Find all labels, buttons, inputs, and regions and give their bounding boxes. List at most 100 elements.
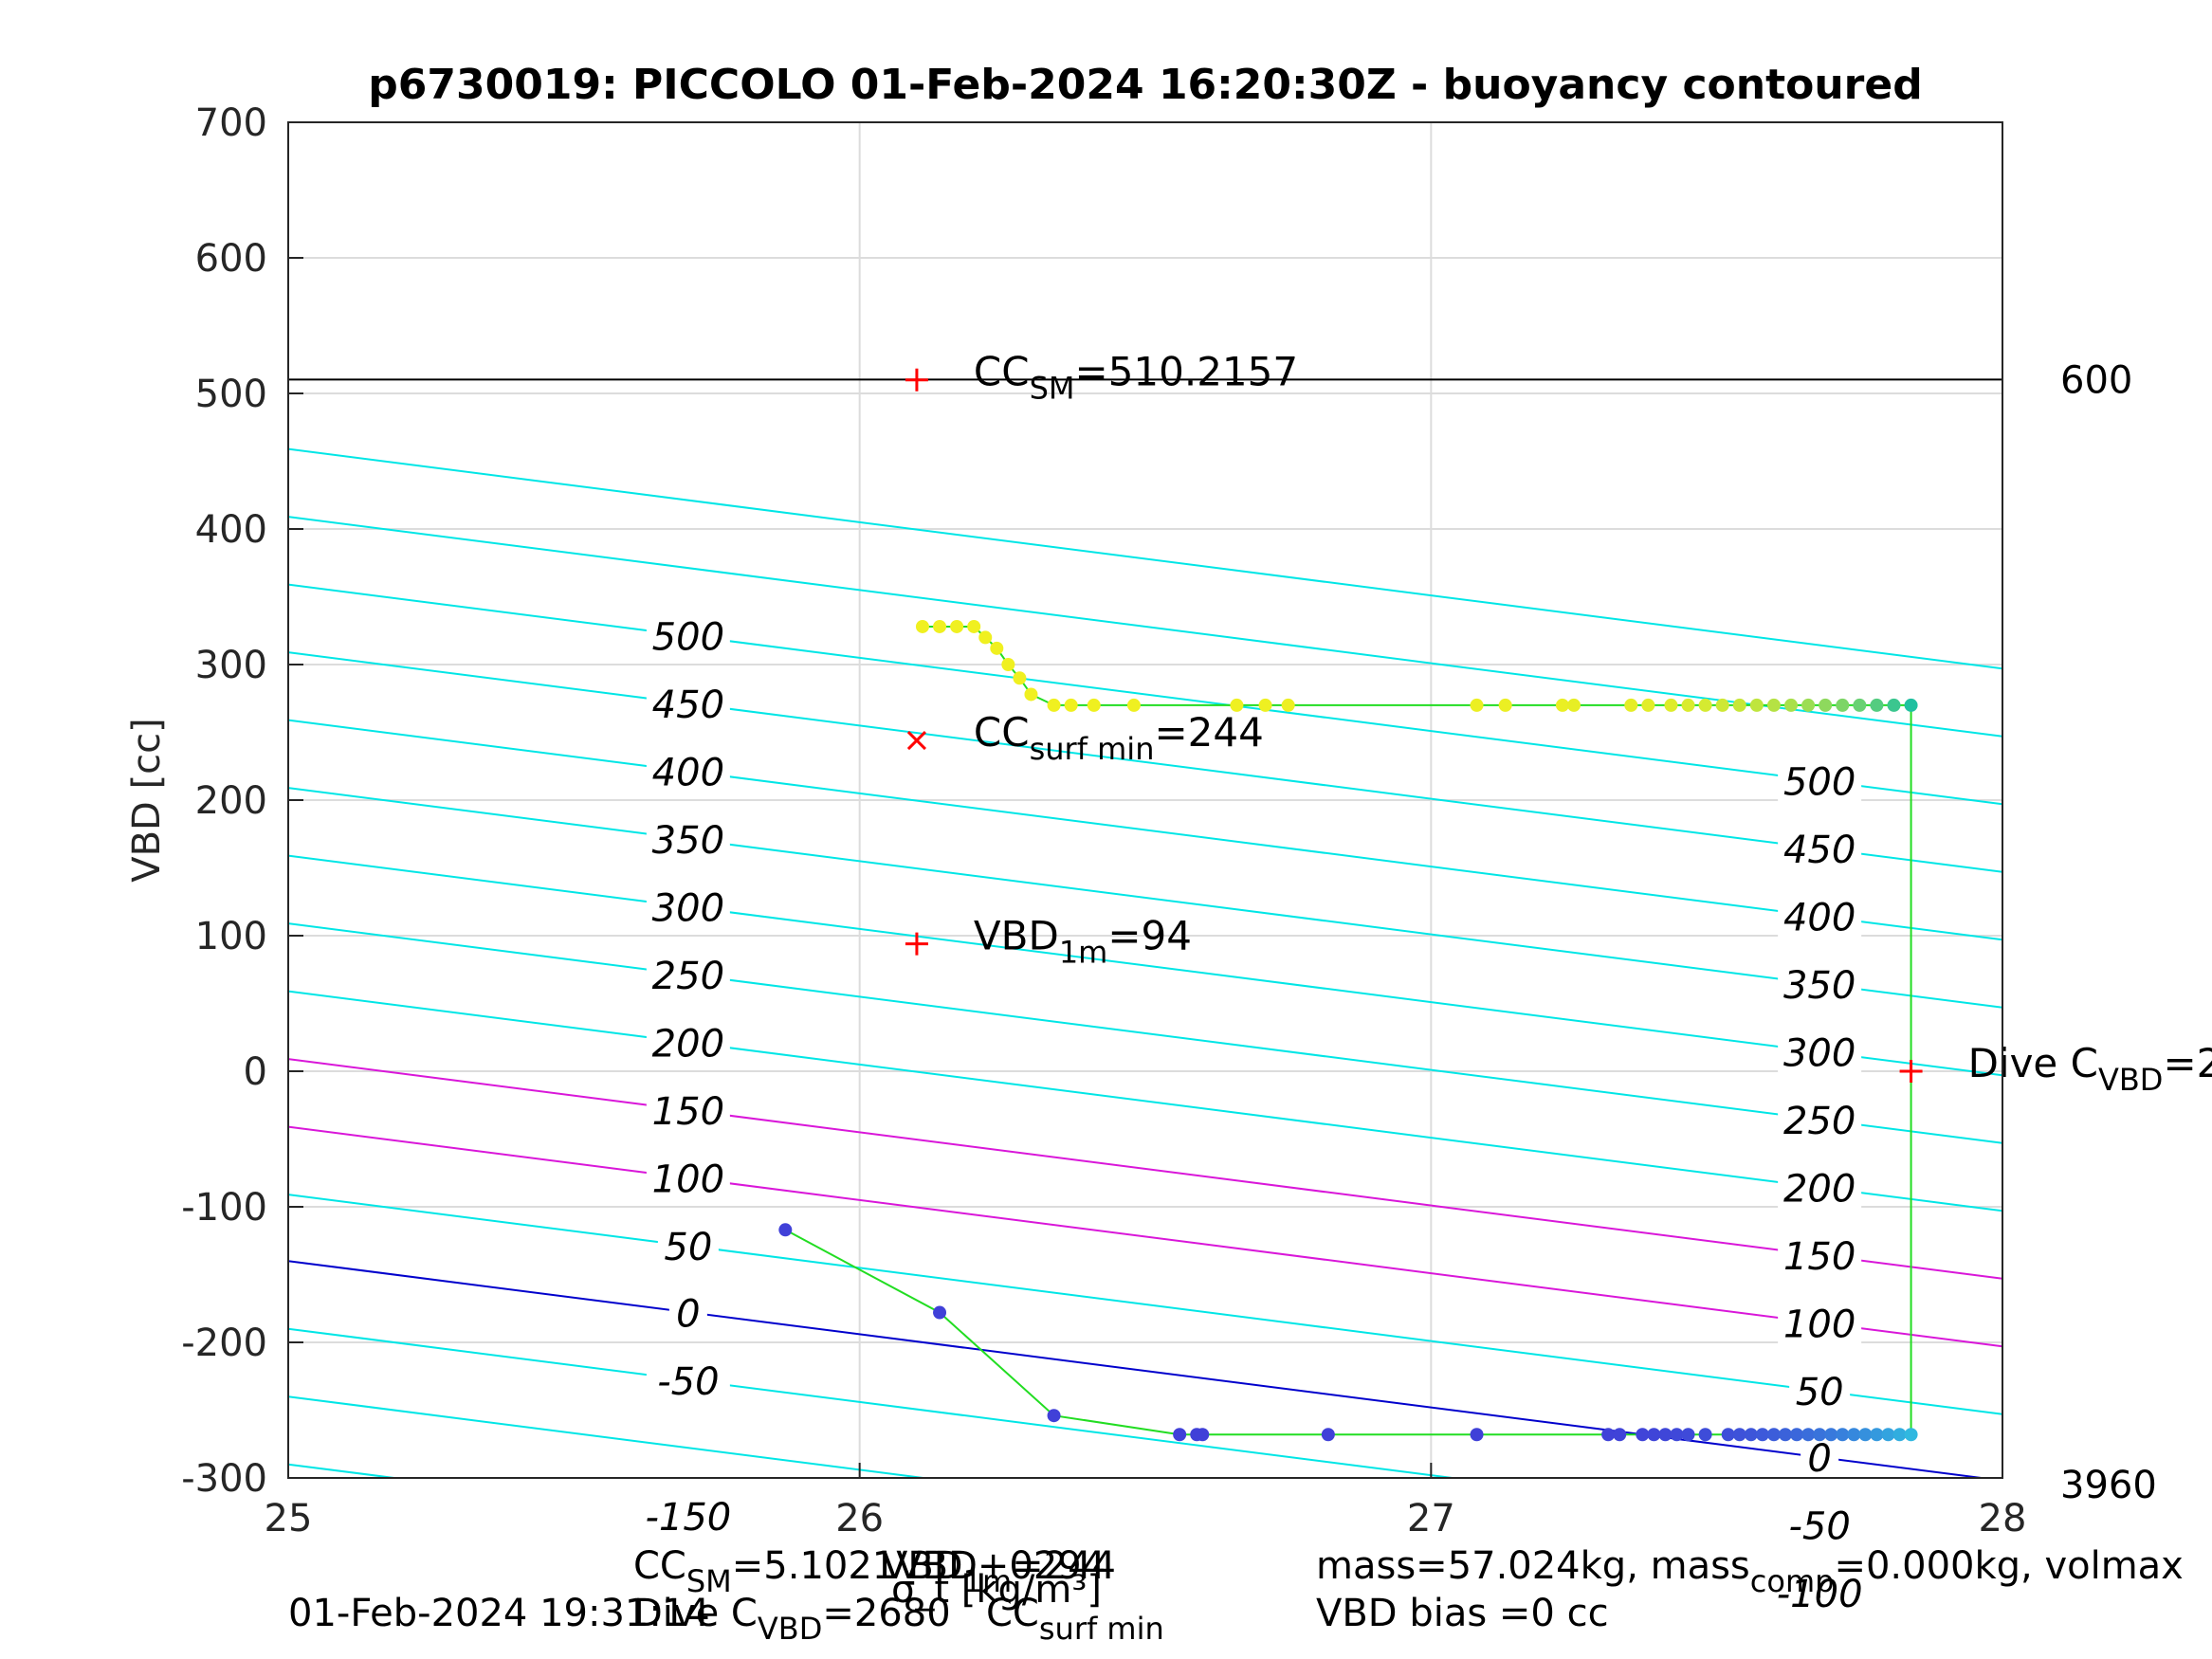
contour-line bbox=[288, 1395, 931, 1478]
data-point-climb bbox=[1836, 698, 1850, 712]
contour-label: 250 bbox=[652, 955, 724, 998]
contour-line bbox=[288, 516, 2002, 738]
footer-cc-sm: CCSM=5.1021VBD+0294 bbox=[633, 1544, 1106, 1599]
contour-label-bg bbox=[646, 1019, 730, 1064]
data-point-climb bbox=[1230, 698, 1244, 712]
contour-label-bg bbox=[646, 748, 730, 793]
data-point-climb bbox=[1470, 698, 1484, 712]
contour-label: -100 bbox=[1777, 1573, 1863, 1616]
marker-x bbox=[906, 731, 926, 751]
contour-label: 200 bbox=[652, 1023, 724, 1066]
data-point-dive bbox=[778, 1223, 793, 1237]
data-point-dive bbox=[1801, 1428, 1816, 1442]
contour-label: 500 bbox=[652, 616, 724, 660]
data-point-dive bbox=[1904, 1428, 1918, 1442]
data-point-dive bbox=[1601, 1428, 1616, 1442]
data-point-climb bbox=[1715, 698, 1729, 712]
x-tick-label: 25 bbox=[265, 1497, 313, 1540]
data-point-climb bbox=[1887, 698, 1901, 712]
data-point-climb bbox=[1624, 698, 1638, 712]
contour-label: 150 bbox=[1783, 1235, 1856, 1279]
contour-label: 450 bbox=[652, 684, 724, 727]
contour-label-bg bbox=[1778, 1502, 1862, 1546]
data-point-climb bbox=[1001, 658, 1015, 671]
y-tick-label: 500 bbox=[195, 373, 267, 416]
contour-label-bg bbox=[1766, 1570, 1874, 1614]
data-point-climb bbox=[1064, 698, 1078, 712]
data-point-dive bbox=[1173, 1428, 1187, 1442]
data-point-dive bbox=[1755, 1428, 1769, 1442]
data-point-dive bbox=[1047, 1409, 1061, 1423]
data-point-climb bbox=[1555, 698, 1569, 712]
contour-line bbox=[288, 651, 2002, 873]
data-point-climb bbox=[1641, 698, 1655, 712]
data-point-dive bbox=[1744, 1428, 1758, 1442]
y-tick-label: 400 bbox=[195, 508, 267, 552]
footer-cc-surf-min: CCsurf min bbox=[986, 1592, 1164, 1647]
x-tick-label: 26 bbox=[835, 1497, 884, 1540]
contour-label: -150 bbox=[645, 1496, 731, 1540]
contour-label-bg bbox=[1778, 961, 1862, 1006]
marker-label: CCSM=510.2157 bbox=[974, 349, 1298, 407]
marker-plus bbox=[1899, 1060, 1923, 1083]
data-point-climb bbox=[967, 619, 981, 633]
contour-line bbox=[288, 922, 2002, 1144]
contour-label-bg bbox=[1789, 1368, 1851, 1413]
data-point-climb bbox=[1681, 698, 1695, 712]
contour-label-bg bbox=[1778, 1232, 1862, 1277]
contour-label: 450 bbox=[1783, 829, 1856, 872]
contour-line bbox=[288, 1194, 2002, 1415]
y-tick-label: 700 bbox=[195, 101, 267, 145]
data-points bbox=[778, 619, 1918, 1442]
data-point-dive bbox=[1892, 1428, 1907, 1442]
y-tick-label: 0 bbox=[244, 1050, 267, 1094]
contour-label: 300 bbox=[1783, 1032, 1856, 1076]
contour-label-bg bbox=[1801, 1434, 1839, 1479]
contour-label: 350 bbox=[652, 819, 724, 863]
contour-line bbox=[288, 1327, 1460, 1478]
contour-label-bg bbox=[1778, 1097, 1862, 1141]
marker-plus bbox=[905, 932, 928, 956]
y-axis-label: VBD [cc] bbox=[125, 718, 169, 883]
contour-label: 50 bbox=[664, 1226, 712, 1269]
data-point-climb bbox=[933, 619, 947, 633]
data-point-climb bbox=[950, 619, 964, 633]
contour-label-bg bbox=[1778, 893, 1862, 938]
contour-line bbox=[288, 583, 2002, 806]
data-point-dive bbox=[1670, 1428, 1684, 1442]
data-point-climb bbox=[1819, 698, 1833, 712]
data-point-climb bbox=[1047, 698, 1061, 712]
contour-line bbox=[288, 1260, 1989, 1478]
marker-label: Dive CVBD=2 bbox=[1968, 1040, 2212, 1098]
data-point-climb bbox=[1766, 698, 1781, 712]
data-point-dive bbox=[1732, 1428, 1746, 1442]
contour-label: 250 bbox=[1783, 1100, 1856, 1143]
data-point-climb bbox=[1732, 698, 1746, 712]
data-point-climb bbox=[1024, 687, 1038, 702]
contour-label: 400 bbox=[1783, 897, 1856, 940]
data-point-dive bbox=[1778, 1428, 1792, 1442]
contour-line bbox=[288, 1125, 2002, 1348]
data-point-climb bbox=[1013, 671, 1027, 685]
contour-label: 0 bbox=[676, 1292, 700, 1336]
data-point-climb bbox=[1698, 698, 1712, 712]
contour-label-bg bbox=[646, 816, 730, 861]
data-point-dive bbox=[1881, 1428, 1895, 1442]
axes: 25 26 27 28-300-200-10001002003004005006007… bbox=[181, 101, 2157, 1540]
contour-label: -50 bbox=[1788, 1505, 1850, 1549]
contour-label-bg bbox=[1778, 1300, 1862, 1344]
contour-lines bbox=[288, 447, 2002, 1478]
data-point-climb bbox=[1853, 698, 1867, 712]
footer-mass: mass=57.024kg, masscomp=0.000kg, volmax bbox=[1316, 1544, 2184, 1599]
data-point-dive bbox=[1766, 1428, 1781, 1442]
contour-label-bg bbox=[646, 1087, 730, 1132]
data-point-climb bbox=[1664, 698, 1678, 712]
data-point-dive bbox=[1870, 1428, 1884, 1442]
data-point-dive bbox=[1647, 1428, 1661, 1442]
contour-label-bg bbox=[668, 1289, 707, 1334]
right-axis-label: 600 bbox=[2060, 359, 2132, 403]
footer-date: 01-Feb-2024 19:31:14 bbox=[288, 1592, 710, 1635]
contour-label: 350 bbox=[1783, 964, 1856, 1008]
data-point-climb bbox=[915, 619, 929, 633]
